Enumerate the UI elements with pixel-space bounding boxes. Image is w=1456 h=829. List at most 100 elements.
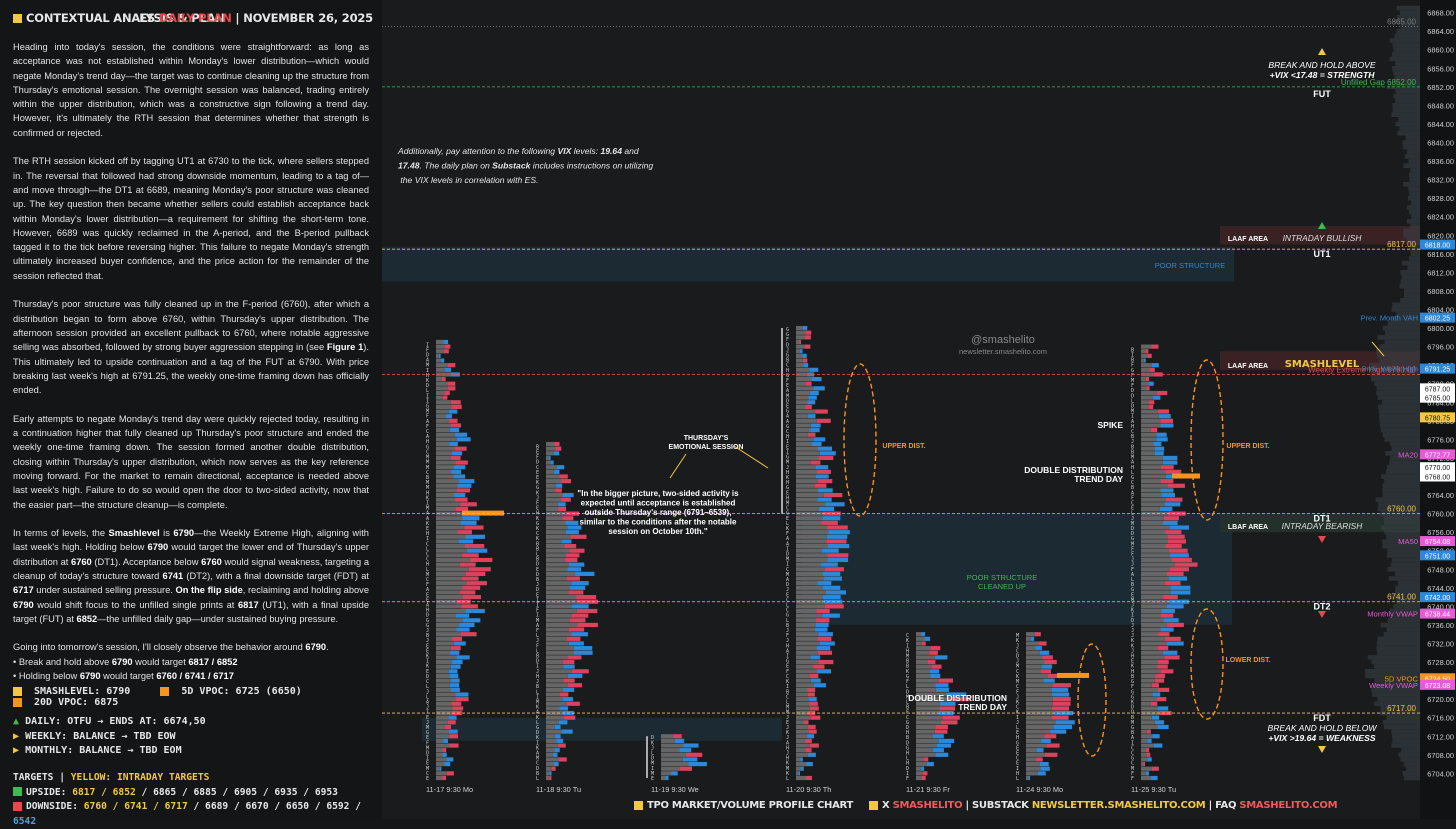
tpo-letter: F — [1131, 567, 1134, 573]
tpo-bar — [561, 729, 573, 734]
tpo-bar — [570, 534, 587, 539]
tpo-bar — [571, 604, 589, 609]
volume-bar — [1402, 144, 1420, 150]
tpo-bar — [550, 460, 554, 465]
tpo-letter: B — [536, 684, 539, 690]
tpo-letter: H — [786, 756, 789, 762]
tpo-bar — [814, 627, 828, 632]
tpo-bar — [816, 469, 831, 474]
vix-run: includes — [533, 161, 565, 171]
tpo-bar — [796, 483, 815, 488]
tpo-bar — [546, 650, 574, 655]
tpo-bar — [438, 353, 441, 358]
tpo-bar — [1141, 571, 1167, 576]
tpo-letter: C — [426, 577, 429, 583]
tpo-bar — [1156, 432, 1167, 437]
tpo-letter: L — [1016, 776, 1019, 782]
tpo-bar — [1157, 409, 1170, 414]
tpo-bar — [546, 497, 561, 502]
tpo-bar — [796, 697, 809, 702]
tpo-letter: F — [426, 347, 429, 353]
tpo-bar — [565, 520, 579, 525]
tpo-bar — [916, 766, 921, 771]
tpo-bar — [796, 428, 811, 433]
volume-bar — [1405, 135, 1420, 141]
tpo-bar — [796, 376, 812, 382]
tpo-bar — [459, 479, 475, 484]
tpo-bar — [436, 715, 449, 720]
tpo-letter: C — [1131, 750, 1134, 756]
time-axis: 11-17 9:30 Mo 11-18 9:30 Tu 11-19 9:30 We 1… — [426, 785, 1176, 794]
tpo-letter: A — [786, 388, 789, 394]
volume-bar — [1401, 260, 1420, 266]
tpo-bar — [1141, 414, 1159, 419]
tpo-bar — [796, 748, 806, 753]
tpo-bar — [796, 595, 823, 600]
tpo-letter: E — [426, 669, 429, 675]
tpo-bar — [546, 692, 560, 697]
tpo-bar — [1143, 358, 1146, 363]
tpo-bar — [562, 492, 574, 498]
tpo-letter: A — [426, 358, 429, 364]
tpo-bar — [796, 655, 811, 660]
tpo-bar — [822, 511, 841, 516]
tpo-bar — [1157, 437, 1168, 442]
tpo-bar — [553, 451, 560, 456]
tpo-bar — [661, 748, 680, 753]
tpo-bar — [460, 520, 477, 525]
tpo-bar — [805, 381, 812, 386]
downside-targets: DOWNSIDE: 6760 / 6741 / 6717 / 6689 / 66… — [13, 800, 378, 829]
substack-link[interactable]: NEWSLETTER.SMASHELITO.COM — [1031, 800, 1206, 811]
tpo-letter: D — [1131, 404, 1134, 410]
tpo-bar — [436, 428, 450, 433]
tpo-letter: E — [1016, 745, 1019, 751]
tpo-bar — [822, 585, 841, 590]
plan-title: ES DAILY PLAN | NOVEMBER 26, 2025 — [139, 11, 373, 25]
tpo-bar — [828, 530, 850, 535]
tpo-letter: D — [1131, 526, 1134, 532]
tpo-bar — [436, 460, 456, 465]
tpo-bar — [1141, 775, 1151, 781]
tpo-bar — [809, 706, 819, 711]
faq-link[interactable]: SMASHELITO.COM — [1239, 800, 1338, 811]
tpo-bar — [916, 706, 940, 711]
tpo-letter: J — [1131, 623, 1134, 629]
tpo-letter: L — [426, 684, 429, 690]
x-handle-link[interactable]: SMASHELITO — [892, 800, 963, 811]
tpo-bar — [935, 687, 949, 692]
session-11-20: LKMKHJHAJKJEJMMLCBIKCFEGIAHJFJBLGCLCEJDA… — [786, 325, 850, 782]
text-run: would target — [132, 656, 189, 667]
volume-bar — [1384, 478, 1420, 484]
tpo-bar — [554, 441, 560, 447]
tpo-bar — [1145, 376, 1150, 382]
volume-bar — [1382, 399, 1420, 405]
tpo-bar — [1141, 595, 1164, 600]
tpo-bar — [1171, 557, 1192, 563]
y-tick-label: 6868.00 — [1427, 9, 1454, 18]
y-tick-label: 6812.00 — [1427, 268, 1454, 277]
tpo-bar — [436, 353, 439, 358]
tpo-bar — [1141, 367, 1150, 372]
paragraph-5: In terms of levels, the Smashlevel is 67… — [13, 526, 369, 626]
tpo-bar — [1035, 646, 1042, 651]
price-tag-value: 6768.00 — [1425, 474, 1450, 481]
tpo-bar — [546, 720, 559, 725]
tpo-bar — [554, 724, 561, 730]
text-run: In terms of levels, the — [13, 528, 109, 539]
tpo-bar — [1161, 492, 1175, 498]
tpo-bar — [805, 738, 812, 743]
prev-week-high-arrow — [1371, 341, 1385, 357]
tpo-bar — [1156, 390, 1168, 396]
tpo-letter: K — [426, 378, 429, 384]
tpo-bar — [560, 497, 571, 502]
tpo-letter: B — [1131, 485, 1134, 491]
tpo-bar — [546, 706, 560, 711]
volume-bar — [1389, 460, 1420, 465]
tpo-bar — [1154, 678, 1165, 683]
tpo-letter: M — [1131, 455, 1134, 461]
tpo-bar — [916, 743, 937, 748]
tpo-letter: H — [426, 439, 429, 445]
tpo-bar — [810, 655, 821, 660]
tpo-bar — [1141, 483, 1168, 488]
tpo-letter: L — [426, 567, 429, 573]
